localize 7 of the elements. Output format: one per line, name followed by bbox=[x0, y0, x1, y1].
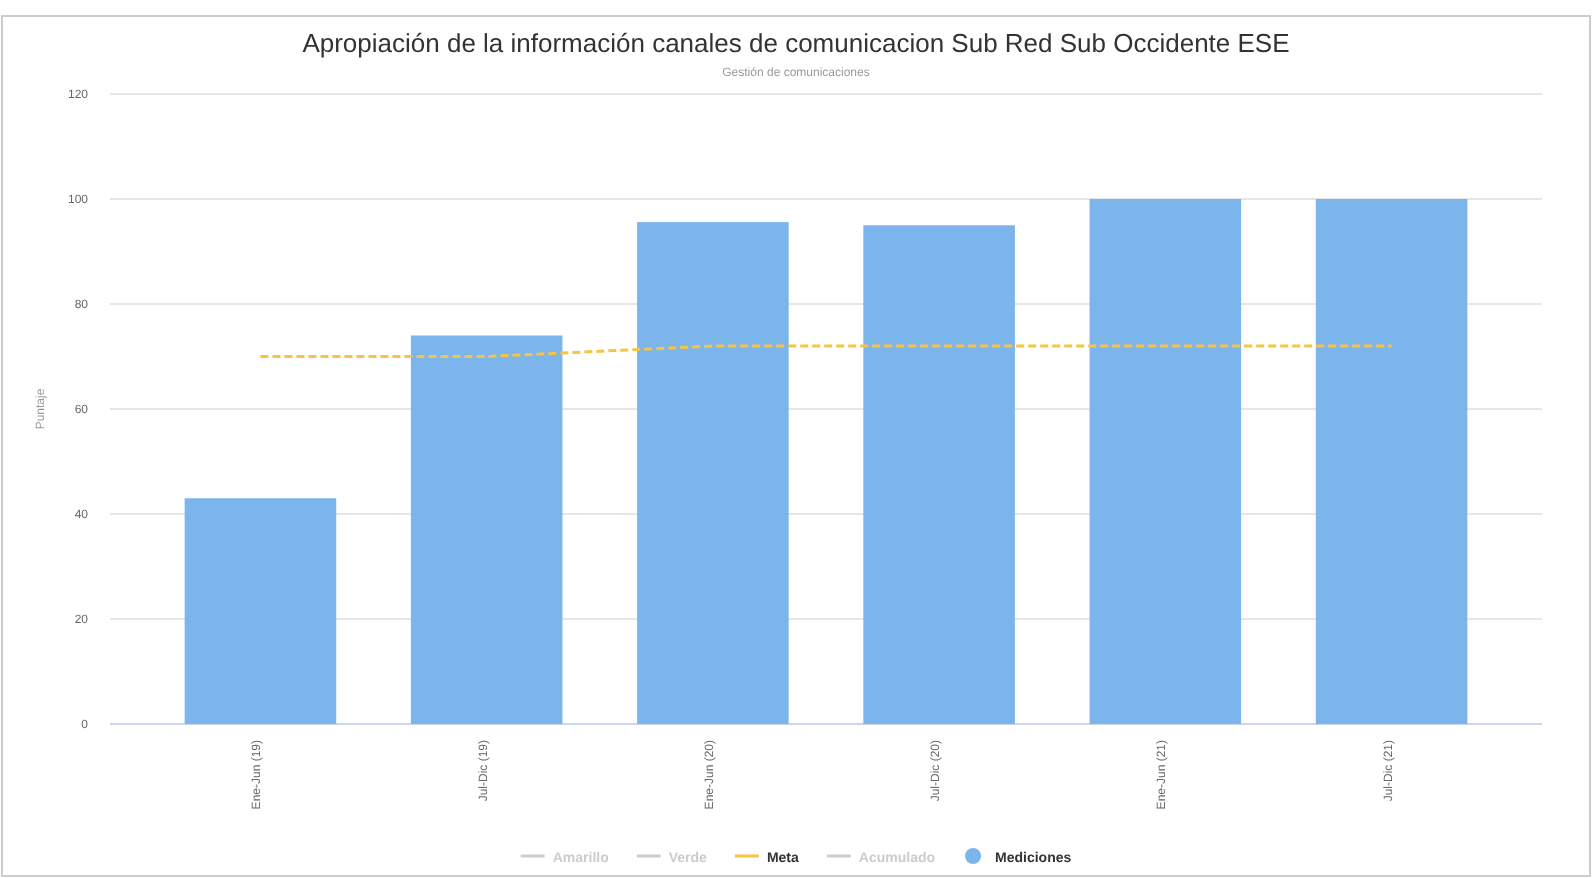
bar bbox=[863, 225, 1015, 724]
bar bbox=[637, 222, 789, 724]
bar bbox=[184, 498, 337, 724]
bar bbox=[1315, 199, 1468, 724]
bar bbox=[1089, 199, 1242, 724]
bar bbox=[410, 335, 563, 724]
chart-title: Apropiación de la información canales de comunicacion Sub Red Sub Occidente ESE bbox=[302, 28, 1291, 58]
